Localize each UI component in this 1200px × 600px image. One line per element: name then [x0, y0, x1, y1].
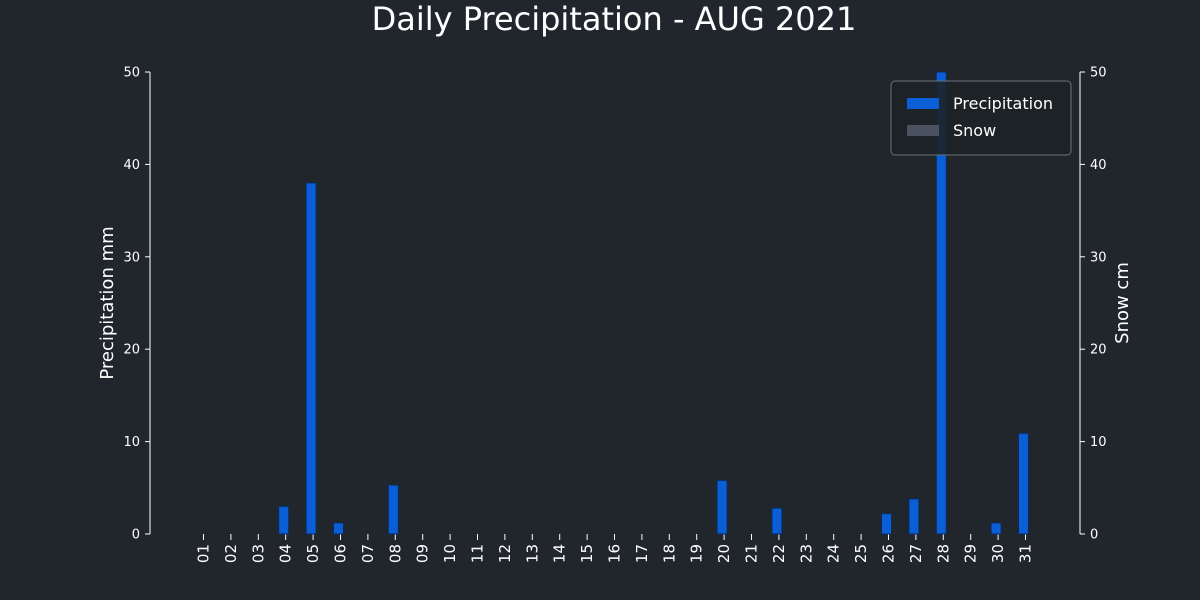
y-axis-label-left: Precipitation mm: [97, 226, 118, 379]
y-tick-label-right: 30: [1090, 250, 1107, 265]
x-tick-label: 08: [386, 544, 404, 563]
y-tick-label-left: 40: [123, 158, 140, 173]
bar-precipitation-22: [771, 507, 783, 535]
axes-group: 0 10 20 30 40 50 0 10 20 30 40 50 01 02 03 04 05 06 07 08 09…: [123, 66, 1106, 564]
x-tick-label: 31: [1017, 544, 1035, 563]
y-tick-label-right: 40: [1090, 158, 1107, 173]
y-tick-label-left: 50: [123, 66, 140, 81]
chart-title: Daily Precipitation - AUG 2021: [372, 0, 857, 38]
bar-precipitation-31: [1018, 432, 1029, 535]
legend-label-snow: Snow: [953, 121, 996, 140]
y-tick-label-left: 10: [123, 435, 140, 450]
y-tick-label-right: 50: [1090, 66, 1107, 81]
legend-swatch-precipitation: [907, 98, 939, 109]
x-tick-label: 28: [934, 544, 952, 563]
x-tick-label: 27: [907, 544, 925, 563]
legend-swatch-snow: [907, 125, 939, 136]
bar-precipitation-27: [908, 498, 920, 535]
x-tick-label: 07: [359, 544, 377, 563]
x-tick-label: 09: [414, 544, 432, 563]
legend-box: [890, 80, 1072, 156]
x-tick-label: 21: [743, 544, 761, 563]
x-tick-label: 12: [496, 544, 514, 563]
bar-precipitation-08: [387, 484, 399, 535]
y-tick-label-right: 20: [1090, 343, 1107, 358]
bar-precipitation-06: [333, 522, 344, 535]
bar-precipitation-26: [881, 513, 892, 535]
y-tick-label-right: 10: [1090, 435, 1107, 450]
x-tick-label: 11: [469, 544, 487, 563]
x-tick-label: 22: [770, 544, 788, 563]
y-tick-label-left: 30: [123, 250, 140, 265]
x-tick-label: 16: [606, 544, 624, 563]
x-tick-label: 05: [304, 544, 322, 563]
x-tick-label: 24: [825, 544, 843, 563]
bar-precipitation-30: [990, 522, 1002, 535]
x-tick-label: 02: [222, 544, 240, 563]
bar-precipitation-20: [716, 479, 728, 535]
legend-label-precipitation: Precipitation: [953, 94, 1053, 113]
x-tick-label: 29: [962, 544, 980, 563]
y-tick-label-left: 20: [123, 343, 140, 358]
y-tick-label-left: 0: [132, 528, 140, 543]
y-tick-label-right: 0: [1090, 528, 1098, 543]
x-tick-label: 15: [578, 544, 596, 563]
x-tick-label: 25: [852, 544, 870, 563]
x-tick-label: 13: [523, 544, 541, 563]
x-tick-label: 18: [660, 544, 678, 563]
bars-group: [278, 71, 1029, 535]
x-tick-label: 06: [332, 544, 350, 563]
x-tick-label: 17: [633, 544, 651, 563]
bar-precipitation-04: [278, 505, 290, 535]
x-tick-label: 14: [551, 544, 569, 563]
x-tick-label: 04: [277, 544, 295, 563]
x-tick-label: 23: [797, 544, 815, 563]
x-tick-label: 30: [989, 544, 1007, 563]
legend: Precipitation Snow: [890, 80, 1072, 156]
x-tick-label: 10: [441, 544, 459, 563]
y-axis-label-right: Snow cm: [1112, 262, 1133, 344]
x-tick-label: 19: [688, 544, 706, 563]
bar-precipitation-28: [935, 71, 947, 535]
x-tick-label: 03: [249, 544, 267, 563]
x-tick-label: 26: [880, 544, 898, 563]
x-tick-label: 01: [195, 544, 213, 563]
x-tick-label: 20: [715, 544, 733, 563]
bar-precipitation-05: [305, 182, 317, 535]
